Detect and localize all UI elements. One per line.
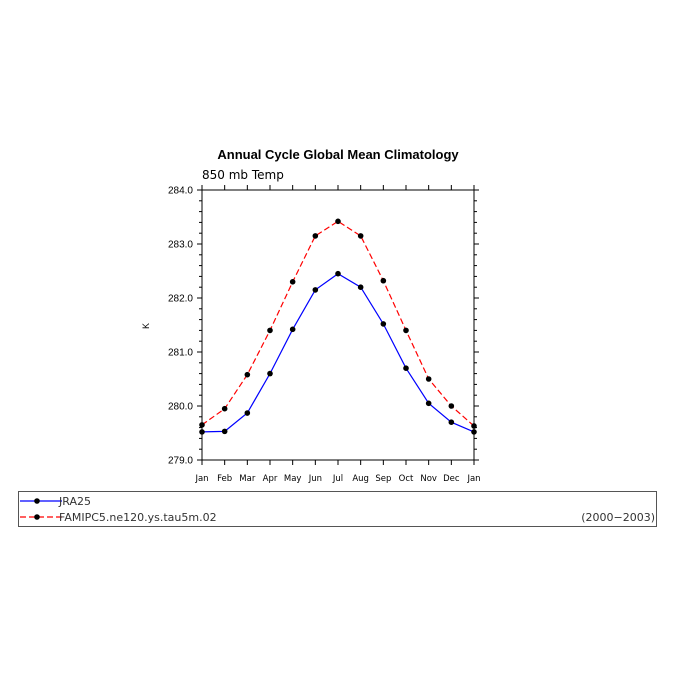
series-0-point xyxy=(199,429,205,435)
series-1-point xyxy=(289,279,296,285)
series-1-point xyxy=(335,218,341,225)
series-0-point xyxy=(289,326,296,333)
series-line-0 xyxy=(201,272,475,433)
x-tick-label: Jun xyxy=(308,474,322,484)
x-tick-label: Oct xyxy=(399,474,414,484)
chart-title: Annual Cycle Global Mean Climatology xyxy=(217,147,459,162)
series-line-1 xyxy=(201,220,475,427)
series-1-point xyxy=(312,233,319,239)
y-tick-label: 281.0 xyxy=(168,348,193,359)
legend-swatch-marker-0 xyxy=(34,498,40,504)
legend: JRA25 FAMIPC5.ne120.ys.tau5m.02 xyxy=(20,495,217,524)
series-1-point xyxy=(448,403,455,409)
x-tick-label: Mar xyxy=(239,474,256,484)
series-0-point xyxy=(244,410,251,416)
x-tick-label: Jul xyxy=(332,474,343,484)
series-1-point xyxy=(403,327,409,334)
x-tick-label: Feb xyxy=(217,474,232,484)
x-tick-label: Jan xyxy=(194,474,208,484)
series-0-point xyxy=(380,321,387,327)
axes: 279.0 280.0 281.0 282.0 283.0 284.0 Jan Feb Mar A… xyxy=(168,185,481,484)
series-0-point xyxy=(221,428,228,435)
x-tick-label: Aug xyxy=(352,474,369,484)
series-1-point xyxy=(199,422,205,428)
y-tick-label: 280.0 xyxy=(168,402,193,413)
legend-entry-label: JRA25 xyxy=(58,495,91,508)
legend-entry-label: FAMIPC5.ne120.ys.tau5m.02 xyxy=(59,511,217,524)
series-0-point xyxy=(448,419,455,426)
y-axis-label: K xyxy=(141,323,151,329)
y-tick-label: 282.0 xyxy=(168,294,193,305)
legend-swatch-marker-1 xyxy=(34,514,40,520)
x-tick-label: May xyxy=(284,474,302,484)
series-1-point xyxy=(357,233,364,239)
x-tick-label: Sep xyxy=(375,474,391,484)
x-tick-label: Jan xyxy=(466,474,480,484)
series-0-point xyxy=(267,370,273,377)
x-tick-label: Dec xyxy=(443,474,460,484)
series-1-point xyxy=(267,327,273,334)
y-tick-label: 279.0 xyxy=(168,456,193,467)
series-1-point xyxy=(471,423,477,429)
y-tick-label: 284.0 xyxy=(168,186,193,197)
series-1-point xyxy=(221,405,228,412)
chart-subtitle: 850 mb Temp xyxy=(202,168,284,182)
series-0-point xyxy=(357,284,364,291)
series-1-point xyxy=(244,371,251,378)
y-tick-label: 283.0 xyxy=(168,240,193,251)
series-1-point xyxy=(425,376,432,382)
series-layer xyxy=(199,218,477,435)
legend-box xyxy=(18,491,657,527)
x-tick-label: Apr xyxy=(263,474,278,484)
series-0-point xyxy=(471,429,477,435)
series-0-point xyxy=(312,287,319,293)
series-0-point xyxy=(425,400,432,407)
x-tick-label: Nov xyxy=(420,474,437,484)
series-0-point xyxy=(403,365,409,372)
series-0-point xyxy=(335,270,341,277)
plot-frame xyxy=(201,189,475,461)
legend-period-label: (2000−2003) xyxy=(581,511,655,524)
series-1-point xyxy=(380,277,387,284)
